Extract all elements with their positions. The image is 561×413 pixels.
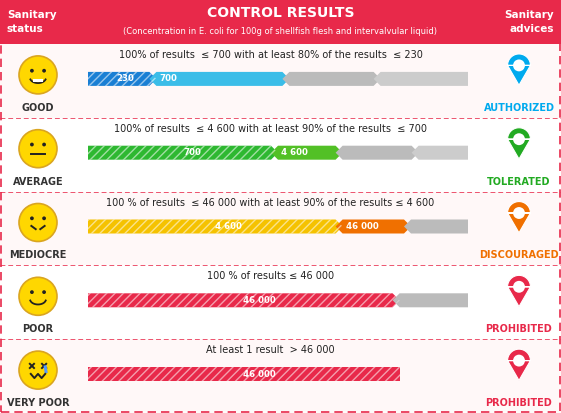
Text: AUTHORIZED: AUTHORIZED <box>484 103 554 113</box>
Text: (Concentration in E. coli for 100g of shellfish flesh and intervalvular liquid): (Concentration in E. coli for 100g of sh… <box>123 26 438 36</box>
Text: 100% of results  ≤ 700 with at least 80% of the results  ≤ 230: 100% of results ≤ 700 with at least 80% … <box>118 50 422 60</box>
Text: At least 1 result  > 46 000: At least 1 result > 46 000 <box>206 345 335 355</box>
Text: 700: 700 <box>183 148 201 157</box>
Text: POOR: POOR <box>22 324 53 334</box>
Polygon shape <box>412 146 468 160</box>
Circle shape <box>42 69 46 73</box>
Polygon shape <box>335 219 411 233</box>
Text: Sanitary
advices: Sanitary advices <box>504 10 554 33</box>
Text: 100% of results  ≤ 4 600 with at least 90% of the results  ≤ 700: 100% of results ≤ 4 600 with at least 90… <box>114 124 427 134</box>
Circle shape <box>513 207 525 219</box>
Circle shape <box>19 56 57 94</box>
Circle shape <box>30 69 34 73</box>
Text: AVERAGE: AVERAGE <box>13 177 63 187</box>
Text: PROHIBITED: PROHIBITED <box>486 398 553 408</box>
Polygon shape <box>282 72 380 86</box>
Polygon shape <box>508 54 531 85</box>
Polygon shape <box>88 293 399 307</box>
Polygon shape <box>393 293 468 307</box>
Bar <box>0 192 561 266</box>
Polygon shape <box>149 72 289 86</box>
Circle shape <box>513 133 525 145</box>
Text: 46 000: 46 000 <box>346 222 378 231</box>
Text: CONTROL RESULTS: CONTROL RESULTS <box>207 6 354 20</box>
Text: 4 600: 4 600 <box>281 148 308 157</box>
Circle shape <box>30 142 34 147</box>
Bar <box>0 118 561 192</box>
Circle shape <box>513 59 525 71</box>
Circle shape <box>42 216 46 220</box>
Text: TOLERATED: TOLERATED <box>488 177 551 187</box>
Text: 700: 700 <box>159 74 177 83</box>
Text: Sanitary
status: Sanitary status <box>7 10 57 33</box>
Polygon shape <box>88 219 343 233</box>
Text: PROHIBITED: PROHIBITED <box>486 324 553 334</box>
Circle shape <box>513 355 525 367</box>
Circle shape <box>513 281 525 293</box>
Text: 100 % of results  ≤ 46 000 with at least 90% of the results ≤ 4 600: 100 % of results ≤ 46 000 with at least … <box>107 197 435 208</box>
Circle shape <box>19 130 57 168</box>
Polygon shape <box>88 72 157 86</box>
Circle shape <box>42 290 46 294</box>
Text: 4 600: 4 600 <box>215 222 241 231</box>
Text: 230: 230 <box>117 74 135 83</box>
Text: GOOD: GOOD <box>22 103 54 113</box>
Circle shape <box>30 290 34 294</box>
Circle shape <box>19 351 57 389</box>
Polygon shape <box>508 128 531 159</box>
Bar <box>0 0 561 44</box>
Polygon shape <box>88 146 278 160</box>
Text: MEDIOCRE: MEDIOCRE <box>10 250 67 261</box>
Polygon shape <box>271 146 343 160</box>
Circle shape <box>42 142 46 147</box>
Circle shape <box>19 277 57 315</box>
Text: 100 % of results ≤ 46 000: 100 % of results ≤ 46 000 <box>207 271 334 281</box>
Text: 46 000: 46 000 <box>243 370 276 379</box>
Bar <box>0 44 561 118</box>
Bar <box>0 266 561 339</box>
Circle shape <box>19 204 57 242</box>
Polygon shape <box>374 72 468 86</box>
Text: DISCOURAGED: DISCOURAGED <box>479 250 559 261</box>
Bar <box>0 339 561 413</box>
Text: VERY POOR: VERY POOR <box>7 398 70 408</box>
Text: 46 000: 46 000 <box>243 296 276 305</box>
Bar <box>33 79 43 83</box>
Polygon shape <box>508 275 531 306</box>
Circle shape <box>30 216 34 220</box>
Polygon shape <box>508 202 531 233</box>
Polygon shape <box>88 367 399 381</box>
Polygon shape <box>404 219 468 233</box>
Polygon shape <box>335 146 419 160</box>
Polygon shape <box>508 349 531 380</box>
